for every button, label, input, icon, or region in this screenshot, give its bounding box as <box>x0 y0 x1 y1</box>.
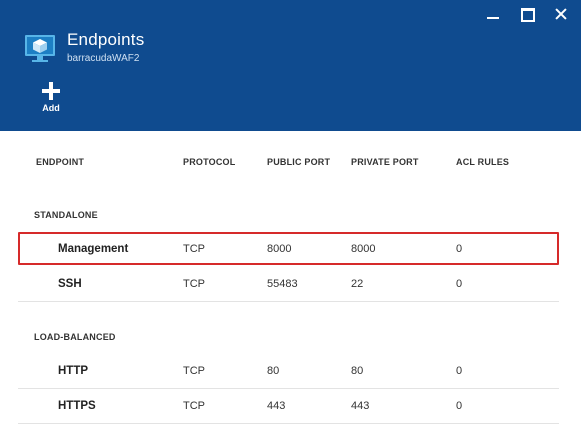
window-controls <box>485 6 569 22</box>
protocol-cell: TCP <box>183 365 205 377</box>
endpoint-name: HTTP <box>58 365 89 377</box>
page-subtitle: barracudaWAF2 <box>67 53 140 64</box>
minimize-icon[interactable] <box>485 6 501 22</box>
public-port-cell: 55483 <box>267 278 298 290</box>
page-title: Endpoints <box>67 30 145 49</box>
protocol-cell: TCP <box>183 400 205 412</box>
column-header-public-port[interactable]: PUBLIC PORT <box>267 157 331 167</box>
acl-rules-cell: 0 <box>456 243 463 255</box>
section-title-standalone: STANDALONE <box>34 210 98 220</box>
close-icon[interactable] <box>553 6 569 22</box>
endpoint-name: HTTPS <box>58 400 96 412</box>
public-port-cell: 80 <box>267 365 280 377</box>
acl-rules-cell: 0 <box>456 400 463 412</box>
add-label: Add <box>42 103 60 113</box>
private-port-cell: 80 <box>351 365 364 377</box>
table-row-ssh[interactable]: SSH TCP 55483 22 0 <box>18 269 559 302</box>
private-port-cell: 8000 <box>351 243 376 255</box>
column-header-private-port[interactable]: PRIVATE PORT <box>351 157 419 167</box>
endpoint-name: SSH <box>58 278 82 290</box>
protocol-cell: TCP <box>183 243 205 255</box>
public-port-cell: 443 <box>267 400 286 412</box>
private-port-cell: 443 <box>351 400 370 412</box>
protocol-cell: TCP <box>183 278 205 290</box>
column-header-endpoint[interactable]: ENDPOINT <box>36 157 85 167</box>
add-endpoint-button[interactable]: Add <box>38 80 64 114</box>
acl-rules-cell: 0 <box>456 278 463 290</box>
column-header-acl-rules[interactable]: ACL RULES <box>456 157 510 167</box>
blade-header: Endpoints barracudaWAF2 Add <box>0 0 581 131</box>
public-port-cell: 8000 <box>267 243 292 255</box>
table-row-management[interactable]: Management TCP 8000 8000 0 <box>18 232 559 265</box>
private-port-cell: 22 <box>351 278 364 290</box>
maximize-icon[interactable] <box>519 6 535 22</box>
table-row-https[interactable]: HTTPS TCP 443 443 0 <box>18 391 559 424</box>
acl-rules-cell: 0 <box>456 365 463 377</box>
table-row-http[interactable]: HTTP TCP 80 80 0 <box>18 356 559 389</box>
column-header-protocol[interactable]: PROTOCOL <box>183 157 236 167</box>
virtual-machine-icon <box>25 35 55 62</box>
plus-icon <box>42 82 60 100</box>
section-title-load-balanced: LOAD-BALANCED <box>34 332 116 342</box>
endpoint-name: Management <box>58 243 129 255</box>
